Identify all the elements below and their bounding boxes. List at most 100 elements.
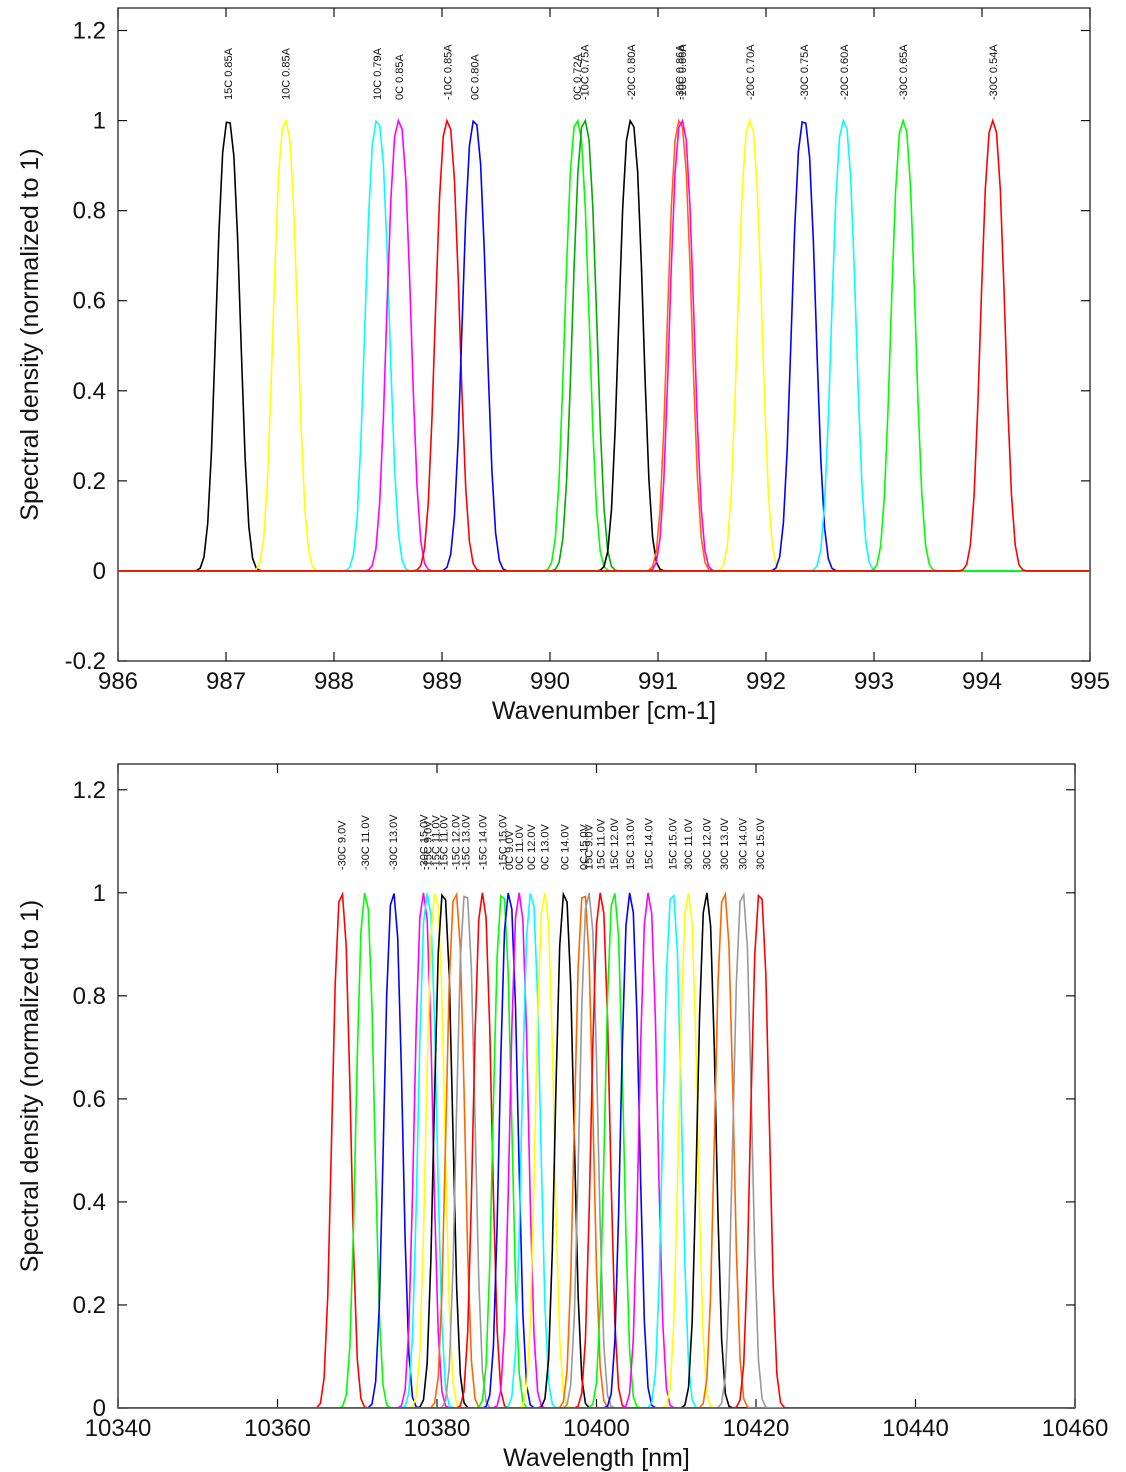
series-line: [118, 893, 1075, 1408]
x-tick-label: 988: [314, 668, 354, 695]
peak-label: -30C 15.0V: [418, 814, 430, 870]
x-tick-label: 986: [98, 668, 138, 695]
x-tick-label: 10440: [882, 1415, 949, 1442]
series-line: [118, 892, 1075, 1408]
peak-label: -10C 0.66A: [677, 44, 689, 100]
y-tick-label: 0.6: [73, 1086, 106, 1113]
series-line: [118, 117, 1090, 572]
series-line: [118, 895, 1075, 1408]
series-line: [118, 892, 1075, 1408]
peak-label: -30C 13.0V: [388, 814, 400, 870]
peak-label: 10C 0.79A: [372, 47, 384, 100]
x-axis-title: Wavelength [nm]: [503, 1444, 690, 1472]
series-line: [118, 892, 1075, 1408]
series-line: [118, 892, 1075, 1408]
peak-label: 15C 15.0V: [667, 817, 679, 870]
x-tick-label: 991: [638, 668, 678, 695]
series-line: [118, 892, 1075, 1408]
y-tick-label: 0.4: [73, 1189, 106, 1216]
series-line: [118, 893, 1075, 1408]
x-tick-label: 987: [206, 668, 246, 695]
y-tick-label: 1.2: [73, 18, 106, 45]
peak-label: -15C 14.0V: [477, 814, 489, 870]
series-group: [118, 117, 1090, 572]
y-tick-label: 0.2: [73, 468, 106, 495]
peak-label: -15C 15.0V: [497, 814, 509, 870]
peak-label: 30C 12.0V: [702, 817, 714, 870]
peak-label: 15C 12.0V: [609, 817, 621, 870]
peak-label: -15C 11.0V: [430, 815, 442, 870]
y-axis-title: Spectral density (normalized to 1): [16, 900, 44, 1272]
x-tick-label: 994: [962, 668, 1002, 695]
series-line: [118, 892, 1075, 1408]
peak-label: 0C 11.0V: [514, 824, 526, 870]
y-tick-label: 0.4: [73, 378, 106, 405]
series-line: [118, 894, 1075, 1408]
x-tick-label: 10460: [1042, 1415, 1109, 1442]
x-tick-label: 10380: [404, 1415, 471, 1442]
x-tick-label: 10360: [244, 1415, 311, 1442]
x-tick-label: 989: [422, 668, 462, 695]
x-tick-label: 993: [854, 668, 894, 695]
x-tick-label: 10340: [85, 1415, 152, 1442]
peak-label: 0C 14.0V: [560, 823, 572, 870]
peak-label: -10C 0.75A: [580, 44, 592, 100]
peak-label: -30C 0.54A: [988, 44, 1000, 100]
peak-label: 0C 12.0V: [526, 823, 538, 870]
y-tick-label: 0.8: [73, 198, 106, 225]
series-line: [118, 118, 1090, 572]
peak-label: 0C 0.85A: [394, 53, 406, 100]
series-line: [118, 891, 1075, 1408]
plot-frame: [117, 7, 1091, 662]
series-line: [118, 893, 1075, 1408]
peak-label: 15C 0.85A: [223, 47, 235, 100]
y-tick-label: 1.2: [73, 777, 106, 804]
x-tick-label: 990: [530, 668, 570, 695]
y-tick-label: 1: [93, 880, 106, 907]
y-tick-label: -0.2: [65, 648, 106, 675]
peak-label: -30C 0.65A: [898, 44, 910, 100]
y-axis-title: Spectral density (normalized to 1): [16, 148, 44, 520]
series-line: [118, 892, 1075, 1408]
series-line: [118, 891, 1075, 1408]
peak-label: 30C 14.0V: [737, 817, 749, 870]
peak-label: -20C 0.80A: [626, 44, 638, 100]
peak-label: 0C 9.0V: [504, 830, 516, 870]
peak-label: -20C 0.70A: [745, 44, 757, 100]
x-tick-label: 10400: [563, 1415, 630, 1442]
peak-label: -20C 0.60A: [839, 44, 851, 100]
peak-label: 10C 0.85A: [280, 47, 292, 100]
y-tick-label: 0.6: [73, 288, 106, 315]
y-tick-label: 0.8: [73, 983, 106, 1010]
y-tick-label: 0.2: [73, 1292, 106, 1319]
series-line: [118, 893, 1075, 1408]
peak-label: -30C 9.0V: [336, 820, 348, 870]
peak-label: -30C 0.75A: [799, 44, 811, 100]
peak-label: 0C 13.0V: [540, 823, 552, 870]
series-line: [118, 892, 1075, 1408]
y-tick-label: 0: [93, 1395, 106, 1422]
peak-label: 30C 15.0V: [755, 817, 767, 870]
peak-label: -15C 11.0V: [438, 815, 450, 870]
wavelength-chart: 10340 10360 10380 10400 10420 10440 10460 0 0.2 0…: [16, 763, 1109, 1472]
x-axis-title: Wavenumber [cm-1]: [492, 697, 716, 725]
series-line: [118, 891, 1075, 1408]
y-tick-label: 0: [93, 558, 106, 585]
peak-label: 15C 14.0V: [643, 817, 655, 870]
peak-label: 30C 11.0V: [683, 818, 695, 870]
series-line: [118, 892, 1075, 1408]
peak-label: -30C 0.86A: [675, 44, 687, 100]
peak-label: -15C 13.0V: [461, 814, 473, 870]
series-line: [118, 892, 1075, 1408]
peak-label: 15C 13.0V: [625, 817, 637, 870]
series-line: [118, 893, 1075, 1408]
series-group: [118, 891, 1075, 1408]
x-tick-label: 992: [746, 668, 786, 695]
wavenumber-chart: 986 987 988 989 990 991 992 993 994 995 -0.2 0 0.2 0.…: [16, 7, 1110, 725]
series-line: [118, 891, 1075, 1408]
series-line: [118, 891, 1075, 1408]
peak-label: -15C 12.0V: [450, 814, 462, 870]
peak-label: -10C 0.85A: [442, 44, 454, 100]
series-line: [118, 893, 1075, 1408]
